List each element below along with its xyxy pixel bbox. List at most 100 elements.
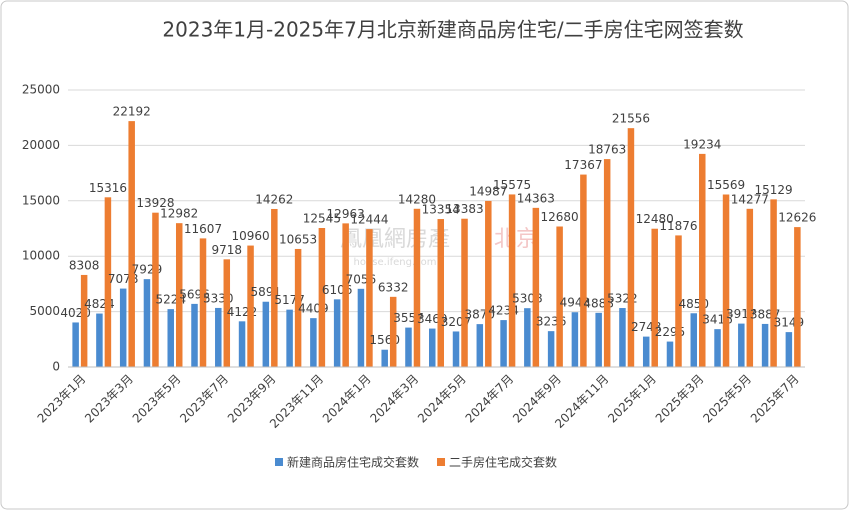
bar <box>595 312 602 367</box>
value-label: 13354 <box>422 203 460 217</box>
legend-label: 二手房住宅成交套数 <box>449 455 557 470</box>
value-label: 18763 <box>588 143 626 157</box>
bar <box>524 308 531 367</box>
bar <box>238 321 246 367</box>
bar <box>310 318 317 367</box>
bar <box>72 322 79 367</box>
value-label: 14987 <box>469 184 507 198</box>
value-label: 12444 <box>350 213 388 227</box>
bar <box>333 299 341 367</box>
value-label: 14277 <box>731 192 769 206</box>
bar <box>651 228 658 367</box>
bar <box>215 307 222 367</box>
bar <box>429 328 436 367</box>
bar <box>223 259 231 367</box>
legend-swatch <box>437 458 446 466</box>
bar <box>500 320 507 367</box>
y-tick-label: 20000 <box>22 138 60 152</box>
bar <box>437 219 444 367</box>
bar <box>167 309 174 367</box>
bar <box>699 153 706 367</box>
value-label: 15129 <box>754 183 792 197</box>
value-label: 14363 <box>517 191 555 205</box>
value-label: 15575 <box>493 178 531 192</box>
bar <box>318 228 326 367</box>
bar <box>191 303 198 367</box>
bar <box>104 197 112 367</box>
value-label: 12545 <box>303 212 341 226</box>
value-label: 9718 <box>212 243 243 257</box>
bar <box>143 279 151 367</box>
bar <box>271 208 278 367</box>
bar <box>761 323 769 367</box>
y-tick-label: 5000 <box>29 304 60 318</box>
bar <box>714 329 721 367</box>
value-label: 17367 <box>564 158 602 172</box>
legend-swatch <box>275 458 283 466</box>
value-label: 13928 <box>136 196 174 210</box>
value-label: 12480 <box>636 212 674 226</box>
y-tick-label: 10000 <box>22 249 60 263</box>
bar <box>619 308 626 367</box>
bar <box>357 288 365 367</box>
bar <box>461 218 468 367</box>
value-label: 10960 <box>231 229 269 243</box>
legend-label: 新建商品房住宅成交套数 <box>287 455 419 470</box>
bar <box>571 312 579 367</box>
bar <box>119 288 127 367</box>
y-tick-label: 15000 <box>22 193 60 207</box>
chart-title: 2023年1月-2025年7月北京新建商品房住宅/二手房住宅网签套数 <box>162 18 743 42</box>
y-tick-label: 25000 <box>22 83 60 97</box>
bar <box>262 301 270 367</box>
bar <box>722 194 730 367</box>
bar <box>389 296 397 367</box>
bar <box>413 208 421 367</box>
bar <box>452 331 460 367</box>
bar <box>666 341 674 367</box>
bar <box>642 336 650 367</box>
value-label: 14262 <box>255 192 293 206</box>
bar <box>785 332 793 367</box>
bar <box>794 227 801 367</box>
value-label: 22192 <box>113 105 151 119</box>
bar <box>738 323 745 367</box>
y-tick-label: 0 <box>52 360 60 374</box>
bar <box>366 229 373 367</box>
value-label: 11607 <box>184 222 222 236</box>
bar <box>532 207 540 367</box>
value-label: 11876 <box>659 219 697 233</box>
bar <box>603 159 611 367</box>
value-label: 12982 <box>160 207 198 221</box>
bar <box>690 313 698 367</box>
bar <box>199 238 207 367</box>
value-label: 13383 <box>445 202 483 216</box>
bar <box>476 324 484 367</box>
watermark-city: 北京 <box>494 227 538 252</box>
bar <box>770 199 777 367</box>
bar <box>746 208 754 367</box>
bar <box>286 309 293 367</box>
bar <box>580 174 587 367</box>
value-label: 6332 <box>378 280 409 294</box>
bar <box>175 223 183 367</box>
value-label: 8308 <box>69 258 100 272</box>
bar <box>556 226 563 367</box>
watermark-logo: 鳳凰網房產 <box>340 227 450 252</box>
bar <box>128 121 135 367</box>
value-label: 12963 <box>327 207 365 221</box>
bar <box>675 235 682 367</box>
value-label: 14280 <box>398 192 436 206</box>
bar <box>381 349 388 367</box>
bar <box>80 274 88 367</box>
value-label: 10653 <box>279 232 317 246</box>
bar <box>547 331 555 367</box>
bar <box>627 128 635 367</box>
bar <box>342 223 349 367</box>
bar <box>508 194 516 367</box>
bar <box>485 200 492 367</box>
bar <box>152 212 159 367</box>
bar <box>96 313 103 367</box>
value-label: 15569 <box>707 178 745 192</box>
